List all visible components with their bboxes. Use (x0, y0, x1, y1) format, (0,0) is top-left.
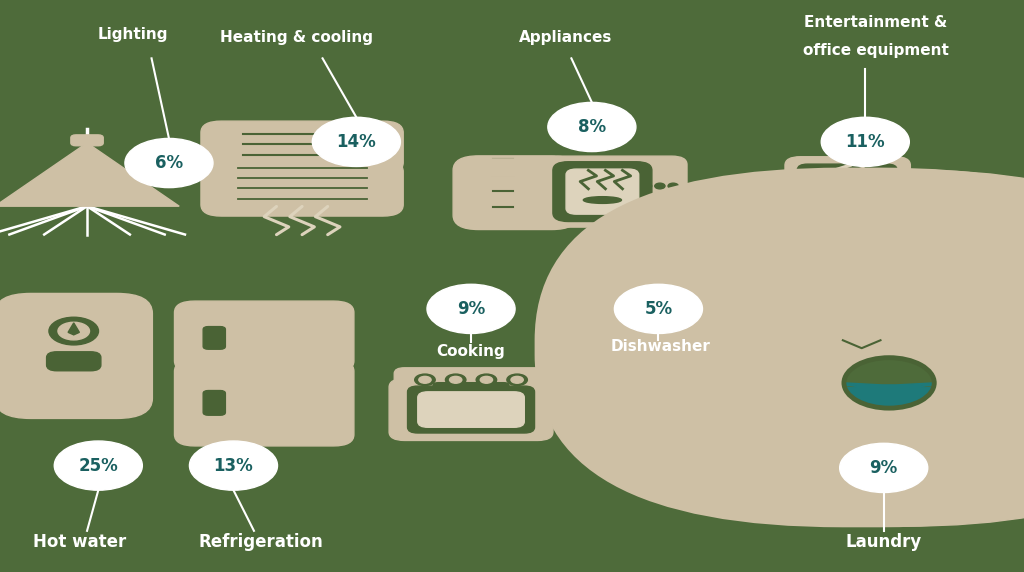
FancyBboxPatch shape (71, 135, 103, 146)
FancyBboxPatch shape (876, 180, 961, 253)
FancyBboxPatch shape (582, 177, 1024, 526)
Text: Lighting: Lighting (98, 27, 168, 42)
FancyBboxPatch shape (201, 160, 403, 216)
Text: Heating & cooling: Heating & cooling (220, 30, 374, 45)
FancyBboxPatch shape (0, 293, 153, 419)
FancyBboxPatch shape (27, 388, 121, 411)
Text: Appliances: Appliances (518, 30, 612, 45)
Circle shape (668, 204, 678, 209)
FancyBboxPatch shape (596, 349, 721, 368)
Circle shape (511, 376, 523, 383)
Circle shape (419, 376, 431, 383)
Circle shape (903, 192, 915, 199)
FancyBboxPatch shape (203, 391, 225, 415)
Circle shape (548, 102, 636, 152)
Circle shape (49, 317, 98, 345)
Text: 9%: 9% (457, 300, 485, 318)
Text: 6%: 6% (155, 154, 183, 172)
Polygon shape (552, 172, 583, 189)
Text: office equipment: office equipment (803, 43, 948, 58)
Circle shape (903, 205, 915, 212)
FancyBboxPatch shape (591, 348, 726, 426)
Text: 9%: 9% (869, 459, 898, 477)
Text: 5%: 5% (644, 300, 673, 318)
FancyBboxPatch shape (582, 170, 1024, 519)
FancyBboxPatch shape (174, 301, 354, 372)
Circle shape (427, 284, 515, 333)
Text: 13%: 13% (214, 456, 253, 475)
Circle shape (903, 217, 915, 224)
FancyBboxPatch shape (394, 368, 548, 392)
FancyBboxPatch shape (546, 156, 687, 227)
Circle shape (922, 217, 934, 224)
Circle shape (654, 193, 665, 199)
Circle shape (654, 204, 665, 209)
Circle shape (821, 117, 909, 166)
Circle shape (507, 374, 527, 386)
FancyBboxPatch shape (174, 360, 354, 446)
Polygon shape (844, 383, 934, 408)
FancyBboxPatch shape (389, 379, 553, 440)
Circle shape (922, 205, 934, 212)
FancyBboxPatch shape (813, 355, 845, 383)
Text: 25%: 25% (79, 456, 118, 475)
Circle shape (480, 376, 493, 383)
Circle shape (844, 358, 934, 408)
FancyBboxPatch shape (785, 157, 910, 217)
FancyBboxPatch shape (476, 159, 554, 177)
FancyBboxPatch shape (798, 164, 897, 210)
Circle shape (614, 284, 702, 333)
FancyBboxPatch shape (553, 162, 652, 221)
Circle shape (415, 374, 435, 386)
FancyBboxPatch shape (408, 386, 535, 433)
Circle shape (641, 204, 651, 209)
FancyBboxPatch shape (453, 156, 578, 229)
Polygon shape (68, 323, 80, 335)
Ellipse shape (584, 197, 622, 204)
Circle shape (125, 138, 213, 188)
Text: Dishwasher: Dishwasher (610, 339, 711, 353)
FancyBboxPatch shape (536, 169, 1024, 526)
FancyBboxPatch shape (201, 121, 403, 174)
Circle shape (445, 374, 466, 386)
FancyBboxPatch shape (801, 338, 967, 427)
Circle shape (641, 193, 651, 199)
Circle shape (641, 183, 651, 189)
Circle shape (651, 388, 685, 407)
Text: 8%: 8% (578, 118, 606, 136)
FancyBboxPatch shape (566, 169, 639, 214)
FancyBboxPatch shape (203, 327, 225, 349)
Text: 14%: 14% (337, 133, 376, 151)
Circle shape (54, 441, 142, 490)
Circle shape (836, 353, 943, 413)
Circle shape (450, 376, 462, 383)
Text: Refrigeration: Refrigeration (199, 533, 324, 551)
Circle shape (189, 441, 278, 490)
Circle shape (654, 183, 665, 189)
Circle shape (637, 355, 649, 362)
Circle shape (642, 383, 694, 412)
Circle shape (840, 443, 928, 492)
FancyBboxPatch shape (811, 341, 956, 362)
Circle shape (672, 355, 684, 362)
FancyBboxPatch shape (418, 392, 524, 427)
Circle shape (312, 117, 400, 166)
FancyBboxPatch shape (46, 352, 100, 371)
Text: 11%: 11% (846, 133, 885, 151)
Circle shape (645, 198, 662, 207)
Text: Cooking: Cooking (436, 344, 506, 359)
Circle shape (476, 374, 497, 386)
Text: Entertainment &: Entertainment & (804, 15, 947, 30)
Circle shape (357, 144, 376, 154)
Text: Hot water: Hot water (33, 533, 127, 551)
Circle shape (654, 355, 667, 362)
Circle shape (641, 196, 667, 210)
Circle shape (668, 193, 678, 199)
FancyBboxPatch shape (433, 383, 509, 392)
Circle shape (58, 322, 89, 340)
Text: Laundry: Laundry (846, 533, 922, 551)
Polygon shape (0, 143, 179, 206)
Circle shape (668, 183, 678, 189)
Circle shape (922, 192, 934, 199)
